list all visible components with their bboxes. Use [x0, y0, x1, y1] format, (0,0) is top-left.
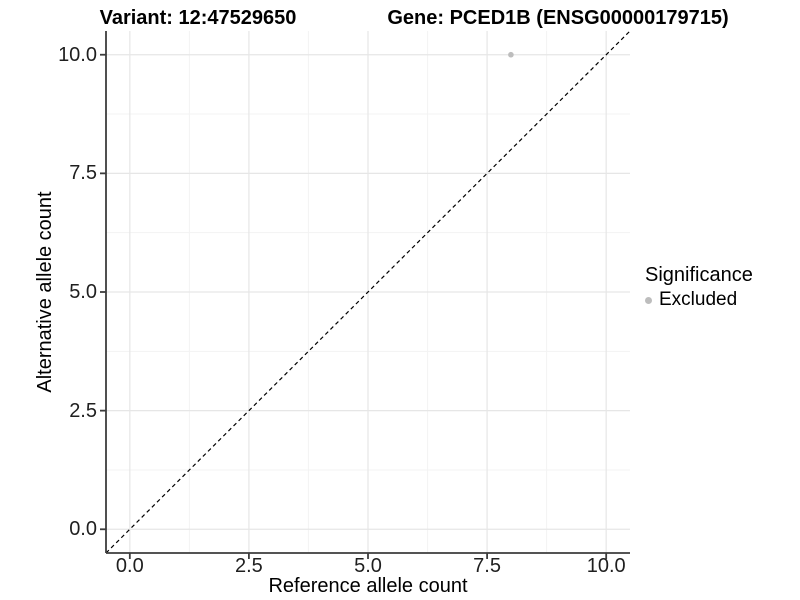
- x-tick-label: 5.0: [354, 555, 382, 577]
- x-tick-label: 0.0: [115, 555, 144, 577]
- identity-line: [105, 31, 631, 554]
- x-tick-label: 10.0: [586, 555, 626, 577]
- y-tick-label: 0.0: [69, 518, 97, 541]
- legend-item-excluded: Excluded: [645, 289, 753, 311]
- x-axis-tick-labels: 0.0 2.5 5.0 7.5 10.0: [96, 555, 638, 579]
- y-tick-label: 5.0: [69, 281, 97, 303]
- x-tick-label: 2.5: [235, 555, 263, 577]
- y-axis-title: Alternative allele count: [34, 191, 56, 393]
- y-tick-label: 2.5: [69, 399, 97, 422]
- legend-point-icon: [645, 296, 652, 304]
- y-tick-label: 10.0: [58, 43, 97, 66]
- legend-title: Significance: [645, 264, 753, 286]
- legend: Significance Excluded: [645, 264, 753, 311]
- plot-title-variant: Variant: 12:47529650: [99, 7, 297, 29]
- legend-item-label: Excluded: [659, 289, 738, 310]
- plot-panel-canvas: [100, 31, 631, 559]
- y-tick-label: 7.5: [69, 162, 97, 185]
- y-axis-tick-labels: 0.0 2.5 5.0 7.5 10.0: [0, 31, 97, 561]
- plot-title-gene: Gene: PCED1B (ENSG00000179715): [387, 7, 729, 29]
- x-axis-title: Reference allele count: [268, 575, 468, 597]
- x-tick-label: 7.5: [473, 555, 501, 577]
- data-point: [508, 51, 514, 58]
